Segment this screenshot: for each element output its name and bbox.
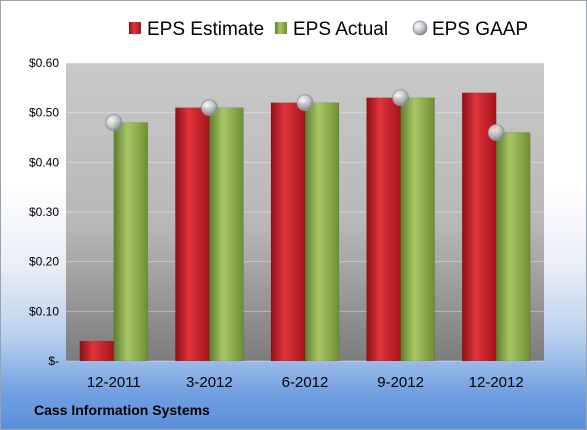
y-tick-label: $0.60	[29, 56, 59, 70]
bar-eps-estimate	[79, 340, 115, 362]
marker-eps-gaap	[392, 89, 410, 107]
y-tick-label: $-	[48, 354, 59, 368]
x-tick-label: 6-2012	[282, 374, 329, 391]
legend-swatch-eps-gaap	[412, 20, 428, 36]
x-tick-label: 9-2012	[377, 374, 424, 391]
y-tick-label: $0.50	[29, 106, 59, 120]
y-tick-label: $0.20	[29, 255, 59, 269]
bar-eps-estimate	[175, 107, 210, 362]
legend-swatch-eps-actual	[275, 22, 287, 34]
x-axis-ticks: 12-2011 3-2012 6-2012 9-2012 12-2012	[87, 374, 524, 391]
bar-eps-actual	[400, 97, 435, 362]
y-tick-label: $0.40	[29, 155, 59, 169]
x-tick-label: 12-2011	[87, 374, 141, 391]
marker-eps-gaap	[296, 94, 314, 112]
bar-eps-actual	[209, 107, 244, 362]
bar-eps-estimate	[270, 102, 306, 362]
x-tick-label: 12-2012	[469, 374, 524, 391]
marker-eps-gaap	[105, 114, 123, 131]
bar-eps-actual	[304, 102, 340, 362]
bar-eps-actual	[495, 132, 531, 362]
bar-eps-actual	[113, 122, 149, 362]
legend: EPS Estimate EPS Actual EPS GAAP	[129, 19, 528, 40]
bar-eps-estimate	[366, 97, 401, 362]
gaap-markers	[105, 89, 505, 141]
bars	[79, 92, 531, 362]
marker-eps-gaap	[487, 124, 505, 141]
legend-label-eps-estimate: EPS Estimate	[147, 19, 264, 40]
y-tick-label: $0.30	[29, 205, 59, 219]
x-tick-label: 3-2012	[186, 374, 233, 391]
y-axis-ticks: $- $0.10 $0.20 $0.30 $0.40 $0.50 $0.60	[29, 56, 59, 368]
legend-swatch-eps-estimate	[129, 22, 141, 34]
y-tick-label: $0.10	[29, 304, 59, 318]
company-name: Cass Information Systems	[34, 402, 210, 418]
marker-eps-gaap	[200, 99, 218, 117]
legend-label-eps-gaap: EPS GAAP	[432, 19, 528, 40]
legend-label-eps-actual: EPS Actual	[293, 19, 388, 40]
